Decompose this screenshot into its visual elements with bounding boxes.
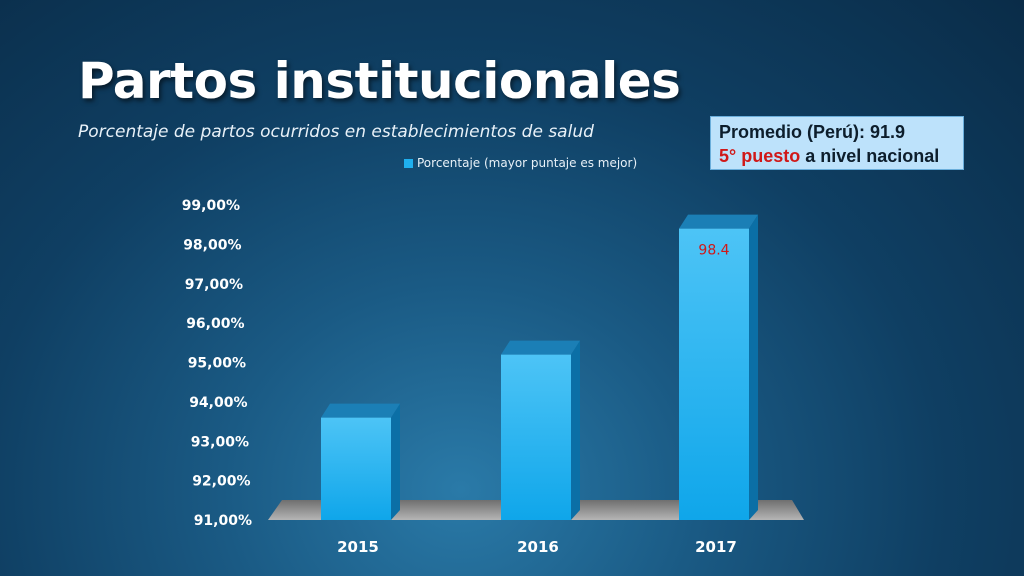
- rank-value: 5° puesto: [719, 146, 801, 166]
- page-title: Partos institucionales: [78, 52, 681, 110]
- y-tick-label: 99,00%: [182, 198, 240, 214]
- bar-top: [679, 214, 758, 229]
- legend-swatch: [404, 158, 413, 168]
- x-tick-label: 2015: [337, 538, 379, 556]
- legend-label: Porcentaje (mayor puntaje es mejor): [417, 156, 638, 170]
- average-text: Promedio (Perú): 91.9: [719, 122, 906, 142]
- chart-legend: Porcentaje (mayor puntaje es mejor): [404, 156, 637, 170]
- y-tick-label: 91,00%: [194, 513, 252, 529]
- data-label: 98.4: [698, 243, 729, 259]
- bar-side: [391, 403, 400, 520]
- bar: [501, 354, 571, 520]
- rank-text: 5° puesto a nivel nacional: [719, 144, 955, 168]
- y-tick-label: 92,00%: [192, 474, 250, 490]
- summary-box: Promedio (Perú): 91.9 5° puesto a nivel …: [710, 116, 964, 170]
- rank-suffix: a nivel nacional: [800, 146, 940, 166]
- y-tick-label: 94,00%: [189, 395, 247, 411]
- bar-side: [571, 340, 580, 520]
- x-tick-label: 2017: [695, 538, 737, 556]
- x-tick-label: 2016: [517, 538, 559, 556]
- bar-top: [501, 340, 580, 355]
- y-tick-label: 98,00%: [183, 237, 241, 253]
- bar: [321, 417, 391, 520]
- page-subtitle: Porcentaje de partos ocurridos en establ…: [78, 122, 594, 142]
- y-tick-label: 95,00%: [188, 356, 246, 372]
- bar-top: [321, 403, 400, 418]
- y-tick-label: 93,00%: [191, 434, 249, 450]
- y-tick-label: 96,00%: [186, 316, 244, 332]
- bar: [679, 228, 749, 520]
- bar-side: [749, 214, 758, 520]
- y-tick-label: 97,00%: [185, 277, 243, 293]
